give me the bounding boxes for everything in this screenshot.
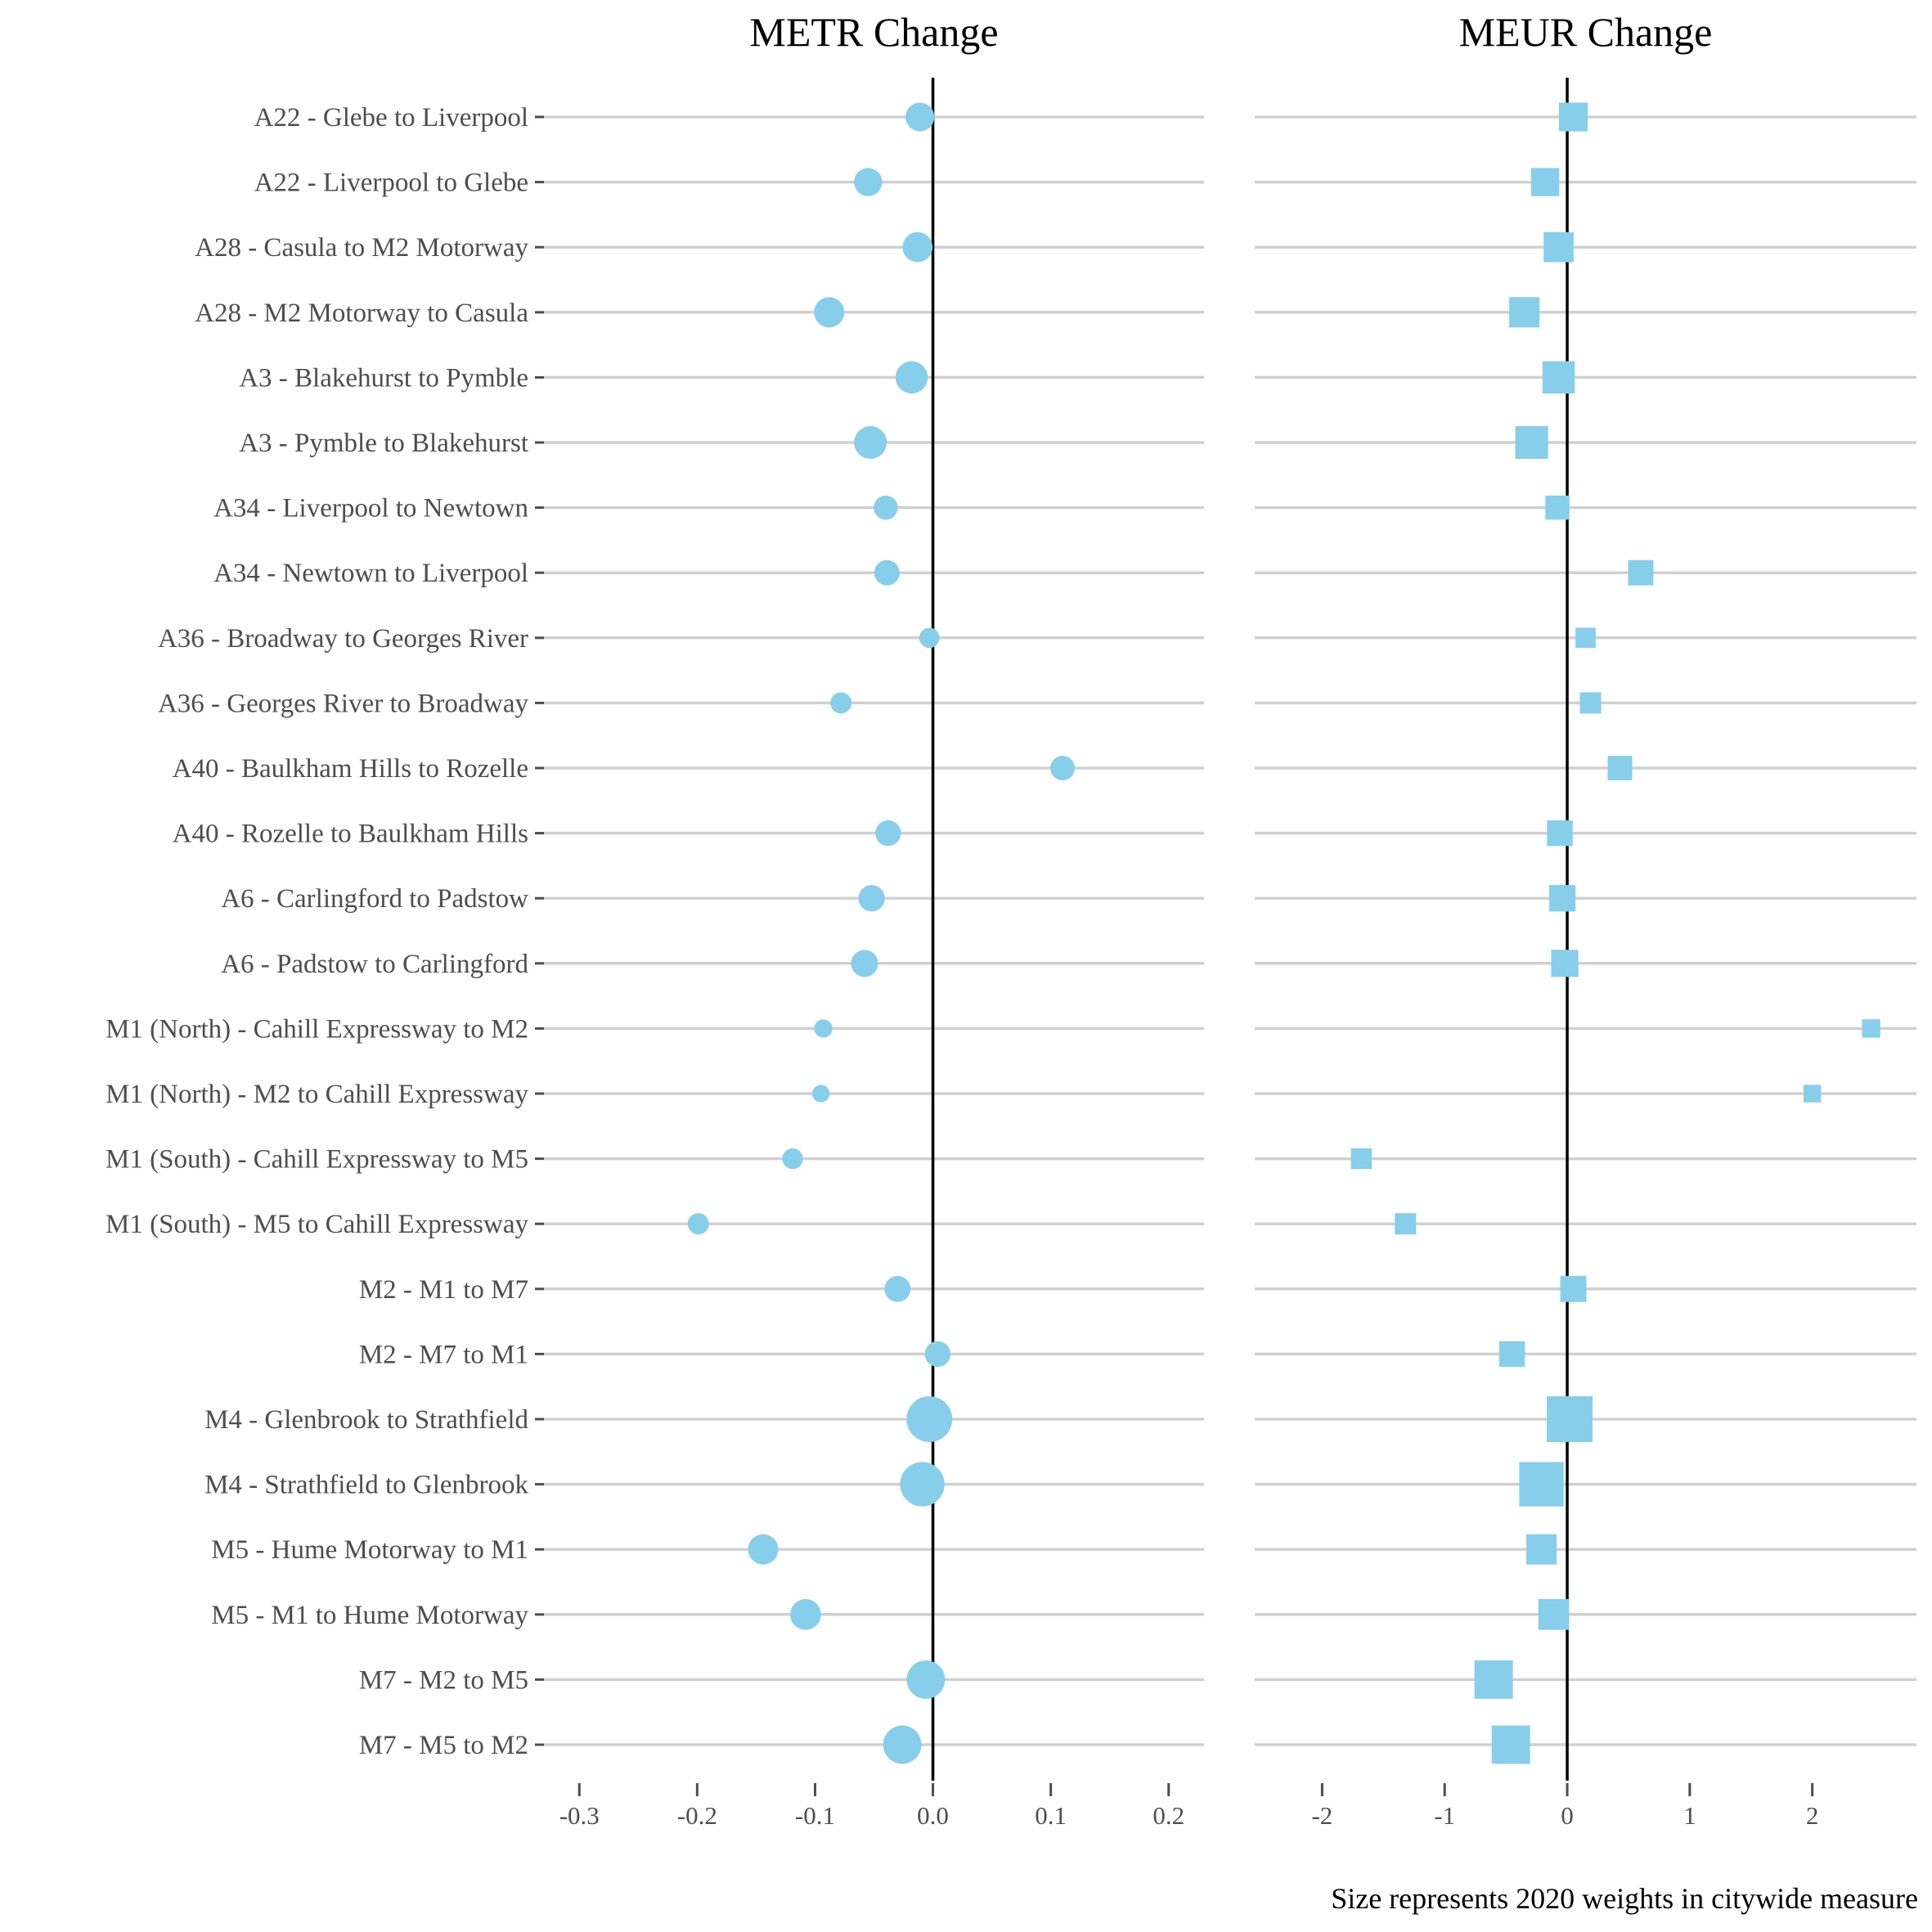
meur-point [1545,495,1570,520]
route-label: A6 - Carlingford to Padstow [221,884,528,914]
metr-point [883,1725,922,1764]
metr-point [858,885,885,912]
meur-point [1542,361,1575,394]
meur-point [1575,627,1596,649]
meur-point [1547,820,1573,847]
route-label: A3 - Pymble to Blakehurst [239,429,528,458]
meur-point [1560,1275,1587,1302]
route-label: A28 - Casula to M2 Motorway [195,233,528,263]
meur-point [1491,1725,1530,1764]
meur-point [1628,559,1654,586]
metr-point [902,231,933,263]
metr-point [687,1213,709,1235]
x-tick-label: -2 [1311,1801,1332,1830]
x-tick-label: -0.2 [677,1801,717,1830]
meur-point [1538,1598,1570,1630]
meur-point [1551,950,1579,977]
caption: Size represents 2020 weights in citywide… [1331,1882,1918,1915]
x-tick-label: 0.0 [917,1801,949,1830]
x-axes: -0.3 -0.2 -0.1 0.0 0.1 0.2 -2 -1 0 1 2 [559,1783,1819,1830]
route-label: M1 (North) - Cahill Expressway to M2 [106,1014,528,1044]
metr-point [790,1598,821,1630]
x-tick-label: 2 [1806,1801,1819,1830]
metr-point [854,168,883,196]
x-tick-label: -1 [1434,1801,1455,1830]
route-label: M1 (North) - M2 to Cahill Expressway [106,1080,528,1109]
x-tick-label: 0.1 [1035,1801,1067,1830]
metr-point [919,627,940,649]
meur-point [1498,1341,1525,1368]
metr-point [900,1462,945,1507]
route-label: M7 - M5 to M2 [359,1731,528,1760]
route-label: A34 - Liverpool to Newtown [213,494,528,523]
route-label: M1 (South) - M5 to Cahill Expressway [106,1210,528,1239]
route-label: A40 - Rozelle to Baulkham Hills [173,820,528,849]
route-label: A36 - Georges River to Broadway [158,689,529,718]
metr-point [1050,756,1076,780]
metr-point [830,692,852,714]
metr-point [814,297,845,328]
metr-point [851,950,878,977]
route-label: M5 - M1 to Hume Motorway [211,1601,528,1630]
meur-point [1350,1148,1373,1170]
route-label: M2 - M7 to M1 [359,1340,528,1369]
metr-point [924,1341,951,1368]
route-label: M7 - M2 to M5 [359,1665,528,1695]
x-tick-label: -0.1 [795,1801,835,1830]
metr-point [906,1660,946,1699]
route-label: A40 - Baulkham Hills to Rozelle [173,754,528,784]
data-marks [687,102,1880,1764]
route-label: A22 - Liverpool to Glebe [254,168,528,198]
metr-point [782,1148,803,1170]
panel-title: METR Change [749,9,998,55]
meur-point [1579,692,1602,714]
meur-point [1395,1213,1417,1235]
metr-point [875,820,901,847]
panel-title: MEUR Change [1459,9,1713,55]
metr-point [874,495,898,520]
route-label: A36 - Broadway to Georges River [158,624,528,654]
x-tick-label: -0.3 [559,1801,600,1830]
metr-point [884,1275,911,1302]
zero-lines [931,78,1569,1781]
panel-titles: METR Change MEUR Change [749,9,1712,55]
meur-point [1526,1534,1557,1565]
route-labels: A22 - Glebe to Liverpool A22 - Liverpool … [106,103,544,1760]
metr-point [906,1396,953,1442]
metr-point [811,1085,830,1103]
meur-point [1519,1462,1564,1507]
route-label: M2 - M1 to M7 [359,1275,528,1305]
metr-point [814,1019,833,1038]
meur-point [1530,168,1560,196]
route-label: A22 - Glebe to Liverpool [254,103,528,133]
meur-point [1607,756,1633,780]
metr-point [905,102,935,132]
meur-point [1547,1396,1593,1442]
x-tick-label: 0.2 [1152,1801,1184,1830]
metr-point [854,425,887,460]
x-tick-label: 0 [1561,1801,1574,1830]
route-label: M4 - Strathfield to Glenbrook [204,1471,528,1500]
route-label: M5 - Hume Motorway to M1 [211,1535,528,1565]
metr-point [748,1534,779,1565]
route-label: A3 - Blakehurst to Pymble [239,363,528,393]
meur-point [1862,1019,1880,1038]
route-label: A28 - M2 Motorway to Casula [195,299,528,328]
route-label: A6 - Padstow to Carlingford [221,950,528,979]
meur-point [1558,102,1588,132]
meur-point [1543,231,1574,263]
meur-point [1474,1660,1513,1699]
meur-point [1509,297,1540,328]
route-label: A34 - Newtown to Liverpool [213,559,528,588]
route-label: M1 (South) - Cahill Expressway to M5 [106,1145,528,1175]
meur-point [1515,425,1548,460]
metr-point [895,361,928,394]
metr-point [874,559,900,586]
row-lines [544,115,1916,1746]
x-tick-label: 1 [1683,1801,1696,1830]
meur-point [1803,1085,1822,1103]
route-label: M4 - Glenbrook to Strathfield [204,1405,528,1435]
meur-point [1548,885,1576,912]
